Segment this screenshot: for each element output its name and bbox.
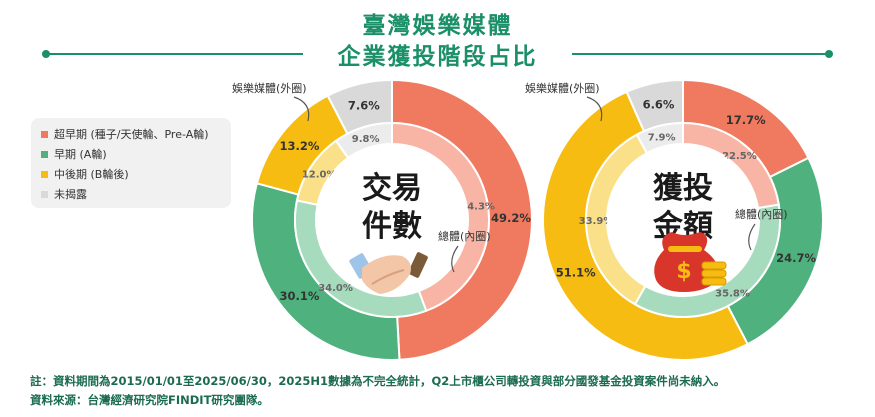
inner-ring-label-undisclosed: 9.8%	[352, 134, 380, 145]
outer-ring-label-early: 30.1%	[279, 289, 319, 303]
legend-swatch-late	[41, 170, 48, 178]
inner-ring-label-late: 33.9%	[579, 216, 614, 227]
legend: 超早期 (種子/天使輪、Pre-A輪) 早期 (A輪) 中後期 (B輪後) 未揭…	[31, 118, 231, 208]
outer-ring-caption-pointer	[586, 96, 603, 122]
outer-ring-label-very-early: 17.7%	[726, 113, 766, 127]
chart-title-line1: 臺灣娛樂媒體	[362, 13, 513, 39]
inner-ring-caption-pointer	[748, 223, 756, 251]
center-label-line2: 件數	[362, 209, 422, 244]
inner-ring-label-very-early: 22.5%	[722, 151, 757, 162]
legend-label-very-early: 超早期 (種子/天使輪、Pre-A輪)	[54, 128, 209, 141]
legend-label-late: 中後期 (B輪後)	[54, 168, 129, 181]
title-rule-left	[48, 53, 303, 55]
legend-label-undisclosed: 未揭露	[54, 188, 87, 201]
outer-ring-label-late: 51.1%	[556, 265, 596, 279]
outer-ring-label-late: 13.2%	[279, 139, 319, 153]
inner-ring-caption: 總體(內圈)	[438, 229, 491, 243]
legend-swatch-early	[41, 150, 48, 158]
donut-hole	[607, 144, 759, 296]
inner-ring-label-early: 34.0%	[318, 283, 353, 294]
outer-ring-label-undisclosed: 6.6%	[643, 98, 675, 112]
chart-title-line2: 企業獲投階段占比	[337, 44, 538, 70]
center-label-line1: 交易	[362, 171, 422, 206]
outer-ring-caption: 娛樂媒體(外圈)	[232, 81, 307, 95]
deal-count-donut: 49.2% 30.1% 13.2% 7.6% 44.3% 34.0% 12.0% 9.8% 交易…	[232, 78, 533, 361]
handshake-icon	[349, 252, 428, 294]
legend-swatch-very-early	[41, 130, 48, 138]
center-label-line1: 獲投	[653, 171, 713, 206]
outer-ring-label-undisclosed: 7.6%	[348, 98, 380, 112]
svg-text:$: $	[676, 259, 691, 284]
money-bag-icon: $	[654, 232, 727, 292]
outer-ring-label-early: 24.7%	[776, 251, 816, 265]
title-rule-right-dot	[825, 50, 833, 58]
legend-item-very-early: 超早期 (種子/天使輪、Pre-A輪)	[41, 124, 231, 144]
inner-ring-label-undisclosed: 7.9%	[648, 133, 676, 144]
data-source: 資料來源：台灣經濟研究院FINDIT研究團隊。	[30, 393, 269, 407]
inner-ring-caption: 總體(內圈)	[735, 207, 788, 221]
title-rule-left-dot	[42, 50, 50, 58]
inner-ring-label-very-early: 44.3%	[460, 201, 495, 212]
inner-ring-label-late: 12.0%	[302, 169, 337, 180]
funding-amount-donut: 17.7% 24.7% 51.1% 6.6% 22.5% 35.8% 33.9% 7.9% 獲投…	[525, 78, 824, 361]
inner-ring-caption-pointer	[451, 245, 459, 273]
legend-item-undisclosed: 未揭露	[41, 184, 231, 204]
title-rule-right	[572, 53, 827, 55]
legend-item-early: 早期 (A輪)	[41, 144, 231, 164]
footnote: 註：資料期間為2015/01/01至2025/06/30，2025H1數據為不完…	[30, 374, 726, 388]
outer-ring-caption-pointer	[293, 96, 310, 122]
legend-label-early: 早期 (A輪)	[54, 148, 107, 161]
inner-ring-label-early: 35.8%	[715, 289, 750, 300]
legend-item-late: 中後期 (B輪後)	[41, 164, 231, 184]
outer-ring-label-very-early: 49.2%	[491, 211, 531, 225]
outer-ring-caption: 娛樂媒體(外圈)	[525, 81, 600, 95]
legend-swatch-undisclosed	[41, 190, 48, 198]
